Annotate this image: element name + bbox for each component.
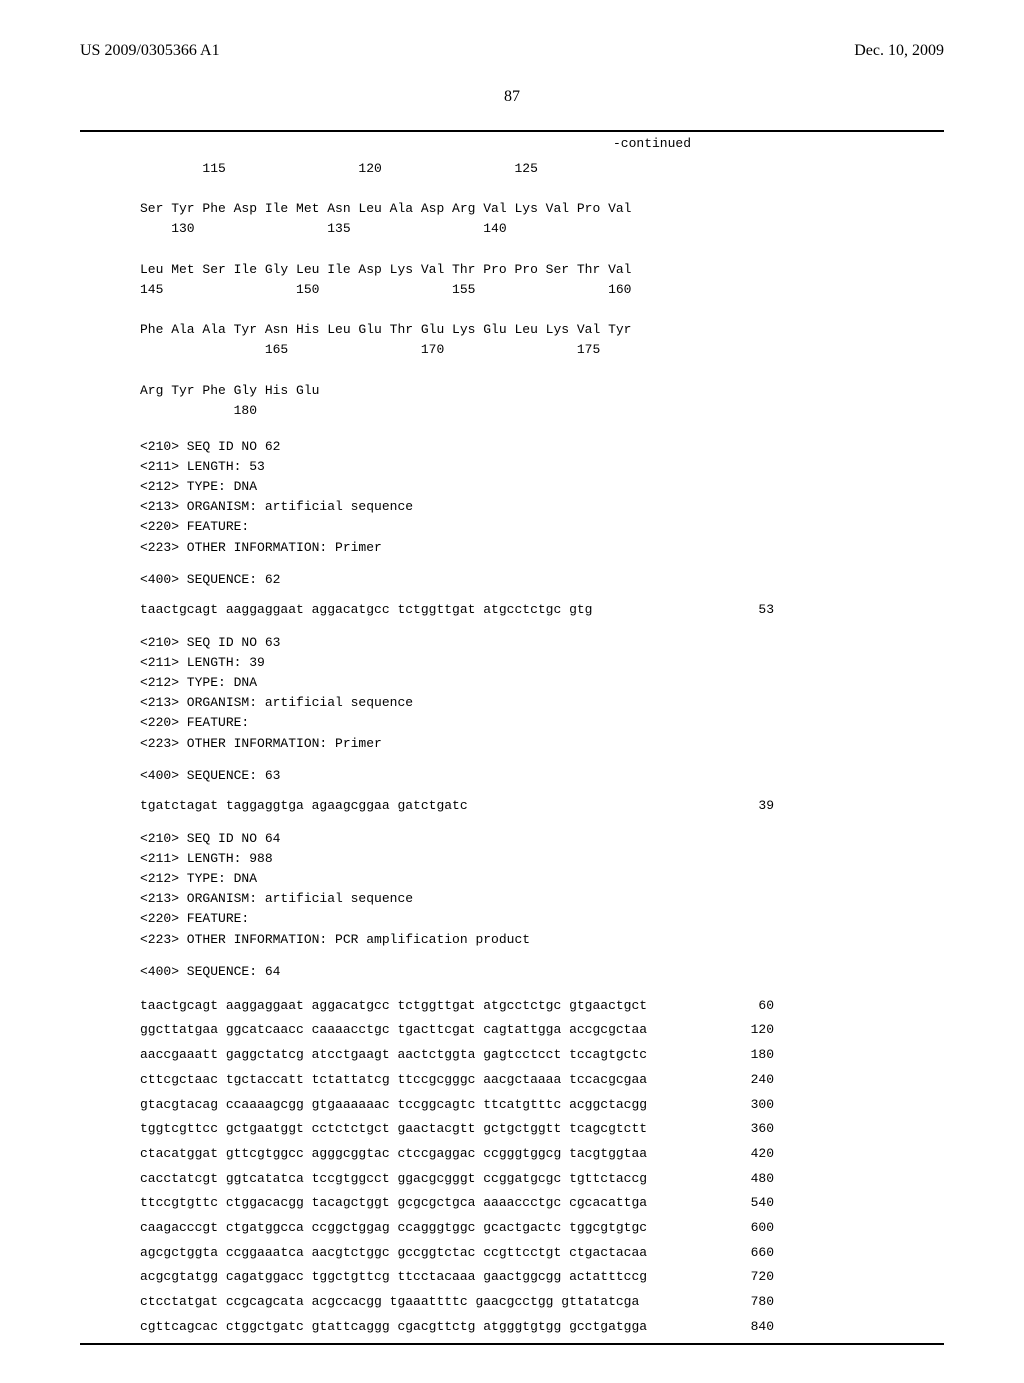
dna-line: agcgctggta ccggaaatca aacgtctggc gccggtc… bbox=[80, 1241, 944, 1266]
seq64-sequence-block: taactgcagt aaggaggaat aggacatgcc tctggtt… bbox=[80, 994, 944, 1340]
dna-line: ctacatggat gttcgtggcc agggcggtac ctccgag… bbox=[80, 1142, 944, 1167]
seq-header-line: <210> SEQ ID NO 62 bbox=[140, 437, 944, 457]
dna-sequence: ctacatggat gttcgtggcc agggcggtac ctccgag… bbox=[140, 1142, 647, 1167]
seq62-label: <400> SEQUENCE: 62 bbox=[80, 570, 944, 590]
seq62-header: <210> SEQ ID NO 62 <211> LENGTH: 53 <212… bbox=[80, 437, 944, 558]
page-number: 87 bbox=[80, 88, 944, 106]
dna-sequence: agcgctggta ccggaaatca aacgtctggc gccggtc… bbox=[140, 1241, 647, 1266]
seq64-label: <400> SEQUENCE: 64 bbox=[80, 962, 944, 982]
publication-number: US 2009/0305366 A1 bbox=[80, 42, 220, 60]
dna-position: 300 bbox=[744, 1093, 774, 1118]
dna-line: taactgcagt aaggaggaat aggacatgcc tctggtt… bbox=[80, 994, 944, 1019]
seq-line: 180 bbox=[140, 403, 257, 418]
seq-header-line: <223> OTHER INFORMATION: Primer bbox=[140, 538, 944, 558]
dna-position: 360 bbox=[744, 1117, 774, 1142]
seq-label: <400> SEQUENCE: 63 bbox=[140, 766, 944, 786]
dna-position: 720 bbox=[744, 1265, 774, 1290]
seq-header-line: <212> TYPE: DNA bbox=[140, 869, 944, 889]
seq-header-line: <220> FEATURE: bbox=[140, 909, 944, 929]
dna-line: cttcgctaac tgctaccatt tctattatcg ttccgcg… bbox=[80, 1068, 944, 1093]
dna-sequence: tgatctagat taggaggtga agaagcggaa gatctga… bbox=[140, 798, 468, 813]
dna-position: 180 bbox=[744, 1043, 774, 1068]
dna-line: cacctatcgt ggtcatatca tccgtggcct ggacgcg… bbox=[80, 1167, 944, 1192]
seq-header-line: <210> SEQ ID NO 63 bbox=[140, 633, 944, 653]
seq-header-line: <223> OTHER INFORMATION: PCR amplificati… bbox=[140, 930, 944, 950]
dna-line: acgcgtatgg cagatggacc tggctgttcg ttcctac… bbox=[80, 1265, 944, 1290]
dna-sequence: cttcgctaac tgctaccatt tctattatcg ttccgcg… bbox=[140, 1068, 647, 1093]
seq-header-line: <212> TYPE: DNA bbox=[140, 673, 944, 693]
seq-line: Leu Met Ser Ile Gly Leu Ile Asp Lys Val … bbox=[140, 262, 631, 277]
seq-header-line: <213> ORGANISM: artificial sequence bbox=[140, 889, 944, 909]
dna-line: aaccgaaatt gaggctatcg atcctgaagt aactctg… bbox=[80, 1043, 944, 1068]
dna-sequence: cgttcagcac ctggctgatc gtattcaggg cgacgtt… bbox=[140, 1315, 647, 1340]
seq-header-line: <220> FEATURE: bbox=[140, 713, 944, 733]
dna-sequence: acgcgtatgg cagatggacc tggctgttcg ttcctac… bbox=[140, 1265, 647, 1290]
dna-position: 480 bbox=[744, 1167, 774, 1192]
continued-label: -continued bbox=[80, 136, 944, 151]
publication-date: Dec. 10, 2009 bbox=[854, 42, 944, 60]
seq-header-line: <223> OTHER INFORMATION: Primer bbox=[140, 734, 944, 754]
dna-position: 39 bbox=[744, 798, 774, 813]
dna-position: 60 bbox=[744, 994, 774, 1019]
protein-sequence-block: 115 120 125 Ser Tyr Phe Asp Ile Met Asn … bbox=[80, 159, 944, 421]
dna-sequence: cacctatcgt ggtcatatca tccgtggcct ggacgcg… bbox=[140, 1167, 647, 1192]
dna-sequence: caagacccgt ctgatggcca ccggctggag ccagggt… bbox=[140, 1216, 647, 1241]
dna-sequence: taactgcagt aaggaggaat aggacatgcc tctggtt… bbox=[140, 602, 592, 617]
dna-line: cgttcagcac ctggctgatc gtattcaggg cgacgtt… bbox=[80, 1315, 944, 1340]
dna-sequence: aaccgaaatt gaggctatcg atcctgaagt aactctg… bbox=[140, 1043, 647, 1068]
dna-sequence: ttccgtgttc ctggacacgg tacagctggt gcgcgct… bbox=[140, 1191, 647, 1216]
seq-header-line: <213> ORGANISM: artificial sequence bbox=[140, 693, 944, 713]
seq63-sequence: tgatctagat taggaggtga agaagcggaa gatctga… bbox=[80, 798, 944, 813]
dna-line: ttccgtgttc ctggacacgg tacagctggt gcgcgct… bbox=[80, 1191, 944, 1216]
dna-sequence: tggtcgttcc gctgaatggt cctctctgct gaactac… bbox=[140, 1117, 647, 1142]
seq-line: 165 170 175 bbox=[140, 342, 600, 357]
seq-header-line: <211> LENGTH: 53 bbox=[140, 457, 944, 477]
dna-position: 660 bbox=[744, 1241, 774, 1266]
seq-line: 115 120 125 bbox=[140, 161, 538, 176]
dna-sequence: ctcctatgat ccgcagcata acgccacgg tgaaattt… bbox=[140, 1290, 639, 1315]
seq-header-line: <211> LENGTH: 39 bbox=[140, 653, 944, 673]
dna-line: caagacccgt ctgatggcca ccggctggag ccagggt… bbox=[80, 1216, 944, 1241]
seq-line: 145 150 155 160 bbox=[140, 282, 631, 297]
dna-sequence: gtacgtacag ccaaaagcgg gtgaaaaaac tccggca… bbox=[140, 1093, 647, 1118]
dna-line: ctcctatgat ccgcagcata acgccacgg tgaaattt… bbox=[80, 1290, 944, 1315]
dna-sequence: ggcttatgaa ggcatcaacc caaaacctgc tgacttc… bbox=[140, 1018, 647, 1043]
dna-position: 420 bbox=[744, 1142, 774, 1167]
seq-line: Arg Tyr Phe Gly His Glu bbox=[140, 383, 319, 398]
dna-line: tggtcgttcc gctgaatggt cctctctgct gaactac… bbox=[80, 1117, 944, 1142]
dna-position: 53 bbox=[744, 602, 774, 617]
seq-label: <400> SEQUENCE: 62 bbox=[140, 570, 944, 590]
seq63-label: <400> SEQUENCE: 63 bbox=[80, 766, 944, 786]
dna-position: 540 bbox=[744, 1191, 774, 1216]
dna-position: 120 bbox=[744, 1018, 774, 1043]
seq63-header: <210> SEQ ID NO 63 <211> LENGTH: 39 <212… bbox=[80, 633, 944, 754]
dna-position: 240 bbox=[744, 1068, 774, 1093]
seq-header-line: <220> FEATURE: bbox=[140, 517, 944, 537]
seq-label: <400> SEQUENCE: 64 bbox=[140, 962, 944, 982]
page-header: US 2009/0305366 A1 Dec. 10, 2009 bbox=[80, 42, 944, 60]
sequence-listing-section: -continued 115 120 125 Ser Tyr Phe Asp I… bbox=[80, 130, 944, 1345]
dna-line: gtacgtacag ccaaaagcgg gtgaaaaaac tccggca… bbox=[80, 1093, 944, 1118]
patent-page: US 2009/0305366 A1 Dec. 10, 2009 87 -con… bbox=[0, 0, 1024, 1383]
seq-line: Phe Ala Ala Tyr Asn His Leu Glu Thr Glu … bbox=[140, 322, 631, 337]
seq-header-line: <211> LENGTH: 988 bbox=[140, 849, 944, 869]
seq-header-line: <210> SEQ ID NO 64 bbox=[140, 829, 944, 849]
dna-position: 600 bbox=[744, 1216, 774, 1241]
dna-position: 840 bbox=[744, 1315, 774, 1340]
dna-position: 780 bbox=[744, 1290, 774, 1315]
seq-line: Ser Tyr Phe Asp Ile Met Asn Leu Ala Asp … bbox=[140, 201, 631, 216]
seq62-sequence: taactgcagt aaggaggaat aggacatgcc tctggtt… bbox=[80, 602, 944, 617]
seq-line: 130 135 140 bbox=[140, 221, 507, 236]
seq-header-line: <212> TYPE: DNA bbox=[140, 477, 944, 497]
seq64-header: <210> SEQ ID NO 64 <211> LENGTH: 988 <21… bbox=[80, 829, 944, 950]
seq-header-line: <213> ORGANISM: artificial sequence bbox=[140, 497, 944, 517]
dna-line: ggcttatgaa ggcatcaacc caaaacctgc tgacttc… bbox=[80, 1018, 944, 1043]
dna-sequence: taactgcagt aaggaggaat aggacatgcc tctggtt… bbox=[140, 994, 647, 1019]
